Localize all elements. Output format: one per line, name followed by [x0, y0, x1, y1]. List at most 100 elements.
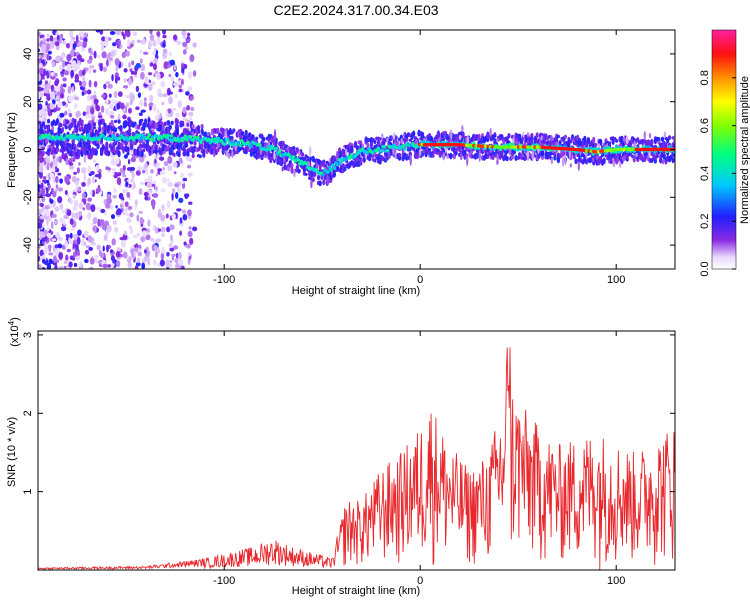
spectrogram-cell [143, 51, 149, 55]
spectrogram-cell [46, 262, 52, 269]
spectrogram-cell [489, 127, 492, 137]
spectrogram-cell [38, 73, 42, 82]
spectrogram-cell [187, 209, 192, 217]
colorbar-tick-label: 0.0 [699, 261, 711, 276]
spectrogram-cell [106, 197, 112, 205]
spectrogram-cell [126, 167, 133, 171]
spectrogram-cell [105, 98, 109, 105]
spectrogram-cell [63, 214, 69, 220]
spectrogram-cell [232, 128, 236, 133]
spectrogram-cell [94, 174, 100, 178]
spectrogram-cell [350, 145, 354, 149]
spectrogram-cell [149, 30, 153, 35]
spectrogram-cell [147, 257, 151, 266]
spectrogram-cell [369, 141, 373, 148]
spectrogram-cell [138, 210, 143, 214]
spectrogram-cell [67, 95, 73, 103]
spectrogram-cell [572, 155, 576, 160]
spectrogram-cell [75, 110, 81, 118]
spectrogram-cell [73, 144, 77, 148]
spectrogram-cell [182, 151, 186, 156]
spectrogram-cell [66, 61, 70, 65]
spectrogram-cell [613, 136, 617, 141]
spectrogram-cell [73, 200, 79, 207]
spectrogram-cell [99, 30, 104, 35]
spectrogram-cell [137, 244, 142, 249]
spectrogram-cell [58, 156, 62, 164]
spectrogram-cell [83, 155, 87, 163]
spectrogram-cell [53, 255, 57, 264]
spectrogram-cell [64, 125, 68, 130]
spectrogram-cell [70, 136, 75, 140]
spectrogram-cell [622, 136, 626, 142]
spectrogram-cell [48, 244, 52, 250]
spectrogram-cell [85, 113, 90, 119]
spectrogram-cell [171, 107, 177, 111]
spectrogram-cell [44, 205, 50, 210]
spectrogram-cell [650, 138, 654, 146]
spectrogram-cell [166, 200, 171, 209]
spectrogram-cell [213, 152, 216, 158]
spectrogram-cell [152, 49, 156, 56]
spectrogram-cell [401, 144, 405, 148]
spectrogram-cell [38, 62, 43, 68]
spectrogram-cell [382, 141, 386, 146]
spectrogram-cell [122, 164, 126, 172]
spectrogram-cell [526, 150, 529, 158]
spectrogram-cell [140, 151, 144, 158]
spectrogram-cell [633, 140, 636, 150]
colorbar-label: Normalized spectral amplitude [739, 76, 750, 224]
spectrogram-cell [113, 90, 118, 99]
spectrogram-cell [126, 191, 131, 198]
spectrogram-cell [43, 246, 48, 255]
spectrogram-cell [230, 135, 234, 141]
spectrogram-cell [121, 51, 127, 59]
spectrogram-cell [159, 170, 166, 175]
spectrogram-cell [57, 196, 63, 204]
spectrogram-cell [105, 203, 111, 209]
spectrogram-cell [75, 255, 80, 261]
spectrogram-cell [166, 120, 171, 126]
spectrogram-cell [166, 252, 170, 257]
spectrogram-cell [376, 140, 381, 146]
spectrogram-cell [107, 150, 111, 157]
spectrogram-cell [95, 188, 102, 193]
spectrogram-cell [178, 79, 182, 86]
spectrogram-cell [156, 72, 161, 80]
spectrogram-cell [150, 135, 155, 139]
spectrogram-cell [136, 124, 141, 130]
spectrogram-cell [625, 158, 629, 162]
spectrogram-cell [63, 265, 67, 269]
spectrogram-cell [158, 149, 162, 154]
spectrogram-cell [102, 263, 108, 269]
spectrogram-cell [170, 120, 174, 125]
spectrogram-cell [43, 229, 48, 236]
spectrogram-cell [69, 197, 73, 205]
spectrogram-cell [94, 226, 97, 234]
spectrogram-cell [92, 95, 97, 100]
spectrogram-cell [105, 81, 111, 85]
spectrogram-cell [310, 179, 313, 189]
spectrogram-cell [38, 31, 41, 37]
spectrogram-cell [77, 123, 81, 127]
spectrogram-cell [122, 251, 128, 259]
spectrogram-cell [89, 65, 95, 69]
spectrogram-cell [132, 234, 138, 239]
spectrogram-cell [58, 252, 64, 260]
spectrogram-cell [496, 153, 499, 162]
spectrogram-cell [226, 149, 229, 158]
spectrogram-cell [123, 68, 128, 73]
spectrogram-cell [125, 50, 130, 57]
snr-ticks: -100 0 100 1 2 3 [22, 331, 675, 587]
colorbar-gradient [711, 29, 737, 270]
spectrogram-cell [335, 162, 340, 167]
spectrogram-cell [163, 61, 169, 69]
spectrogram-cell [153, 57, 158, 64]
spectrogram-cell [182, 209, 186, 214]
spectrogram-cell [86, 89, 92, 95]
spectrogram-cell [283, 156, 286, 164]
spectrogram-cell [187, 165, 192, 169]
spectrogram-cell [130, 70, 135, 75]
spectrogram-cell [40, 182, 44, 189]
spectrogram-cell [643, 130, 646, 140]
